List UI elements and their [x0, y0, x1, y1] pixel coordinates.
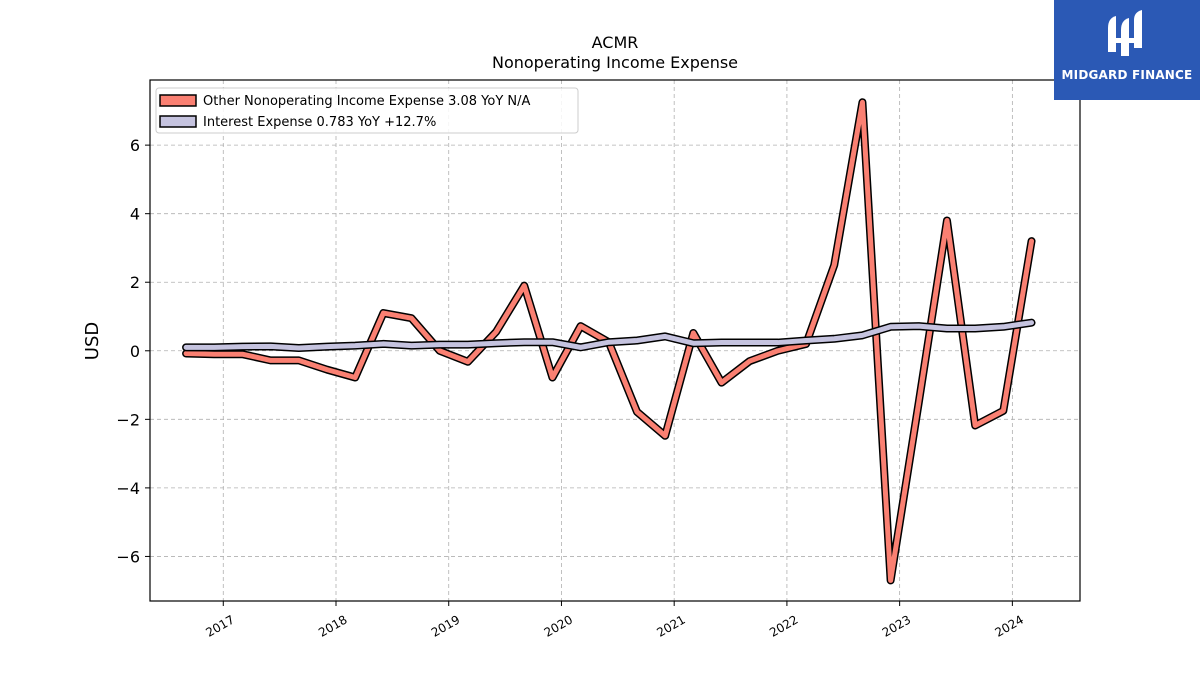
y-tick-label: 0 — [130, 342, 140, 361]
y-tick-label: −4 — [116, 479, 140, 498]
y-axis-label: USD — [82, 322, 103, 360]
x-axis-ticks: 2017 2018 2019 2020 2021 2022 2023 2024 — [203, 601, 1026, 640]
y-tick-label: 4 — [130, 205, 140, 224]
x-tick-label: 2021 — [654, 612, 687, 639]
x-tick-label: 2017 — [203, 612, 236, 639]
legend-label: Other Nonoperating Income Expense 3.08 Y… — [203, 94, 531, 109]
y-tick-label: 2 — [130, 273, 140, 292]
legend-box — [155, 87, 579, 134]
series-1-line — [183, 320, 1035, 351]
x-tick-label: 2024 — [993, 612, 1026, 639]
legend: Other Nonoperating Income Expense 3.08 Y… — [155, 87, 579, 134]
x-tick-label: 2018 — [316, 612, 349, 639]
brand-logo: MIDGARD FINANCE — [1054, 0, 1200, 100]
y-axis-ticks: −6 −4 −2 0 2 4 6 — [116, 136, 150, 566]
series-layer — [182, 98, 1036, 585]
legend-swatch — [159, 115, 197, 128]
x-tick-label: 2020 — [542, 612, 575, 639]
chart-title: ACMR — [592, 33, 639, 52]
brand-logo-text: MIDGARD FINANCE — [1061, 68, 1193, 82]
x-tick-label: 2022 — [767, 612, 800, 639]
legend-label: Interest Expense 0.783 YoY +12.7% — [203, 115, 436, 130]
legend-swatch — [159, 94, 197, 107]
brand-logo-mark-icon — [1108, 10, 1142, 56]
chart-subtitle: Nonoperating Income Expense — [492, 53, 738, 72]
y-tick-label: 6 — [130, 136, 140, 155]
x-tick-label: 2019 — [429, 612, 462, 639]
x-tick-label: 2023 — [880, 612, 913, 639]
y-tick-label: −2 — [116, 410, 140, 429]
plot-frame — [149, 79, 1081, 602]
y-tick-label: −6 — [116, 547, 140, 566]
